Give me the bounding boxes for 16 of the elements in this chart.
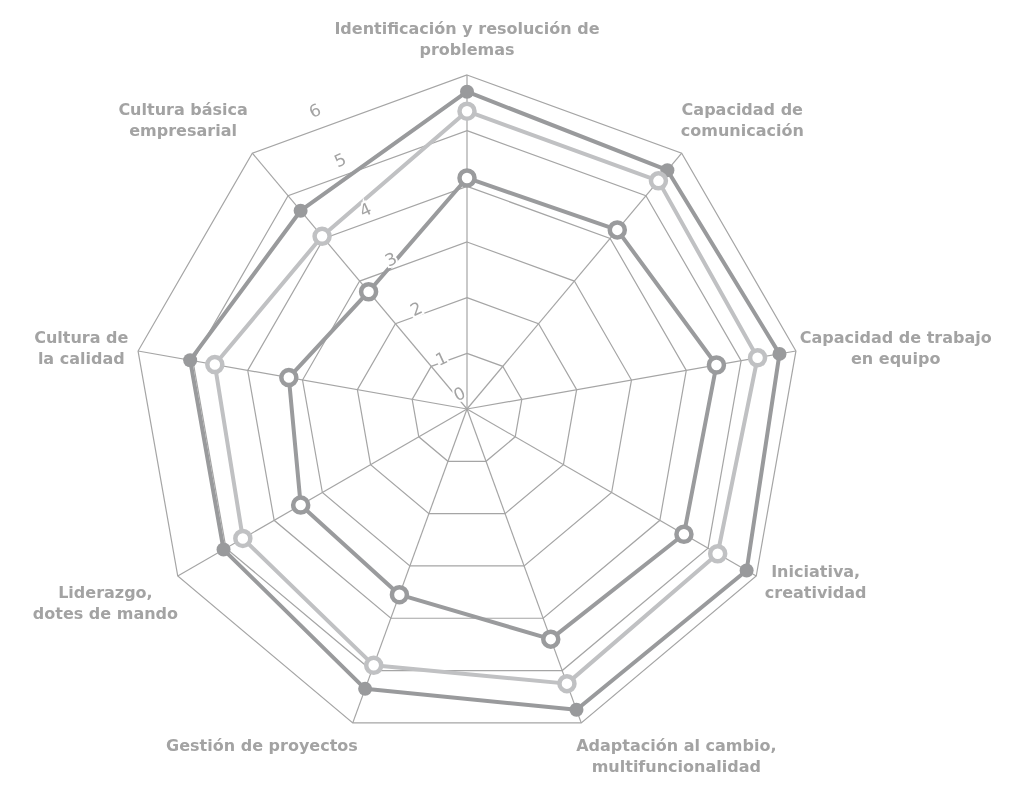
spoke-label: Capacidad de trabajo en equipo xyxy=(799,327,992,368)
y-tick-label: 1 xyxy=(432,347,451,370)
spoke-label: Cultura de la calidad xyxy=(34,327,129,368)
spoke-label: Adaptación al cambio, multifuncionalidad xyxy=(576,736,777,777)
y-tick-label: 4 xyxy=(356,198,375,222)
y-tick-label: 3 xyxy=(381,247,400,271)
spoke-label: Liderazgo, dotes de mando xyxy=(32,583,179,623)
spoke-label: Identificación y resolución de problemas xyxy=(334,19,600,59)
y-tick-label: 5 xyxy=(331,148,350,172)
y-tick-label: 2 xyxy=(406,297,426,321)
y-tick-label: 6 xyxy=(305,99,325,122)
spoke-label: Gestión de proyectos xyxy=(166,736,358,756)
spoke-label: Cultura básica empresarial xyxy=(118,100,248,141)
spoke-label: Iniciativa, creatividad xyxy=(764,562,867,602)
y-tick-label: 0 xyxy=(450,382,469,406)
spoke-label: Capacidad de comunicación xyxy=(680,100,804,141)
